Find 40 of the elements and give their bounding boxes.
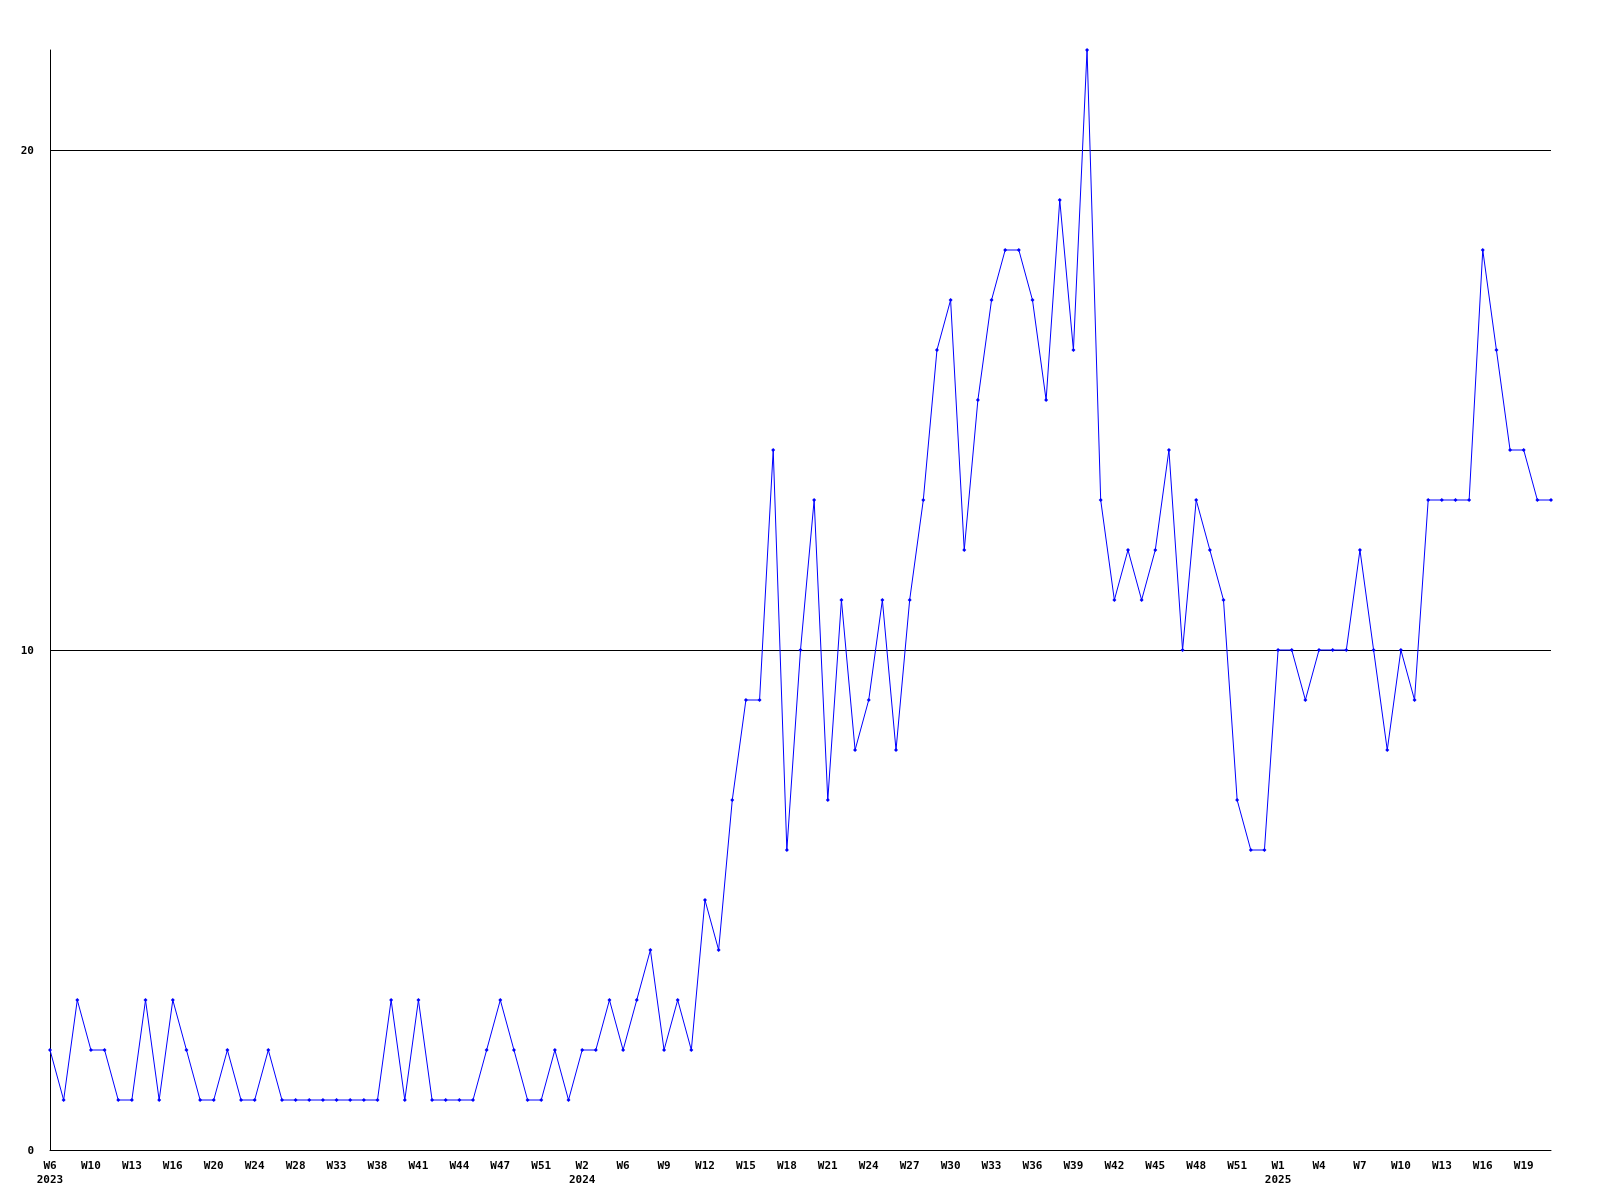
y-tick-label: 10 — [20, 643, 34, 657]
x-tick-label: W36 — [1022, 1158, 1043, 1172]
x-tick-label: W33 — [326, 1158, 347, 1172]
x-tick-label: W13 — [121, 1158, 142, 1172]
x-tick-label: W44 — [449, 1158, 470, 1172]
x-tick-label: W10 — [81, 1158, 101, 1172]
x-tick-label: W51 — [1227, 1158, 1248, 1172]
x-tick-label: W45 — [1145, 1158, 1166, 1172]
x-tick-label: W1 2025 — [1264, 1158, 1292, 1186]
x-tick-label: W12 — [695, 1158, 715, 1172]
x-tick-label: W19 — [1513, 1158, 1534, 1172]
x-tick-label: W33 — [981, 1158, 1002, 1172]
x-tick-label: W16 — [162, 1158, 184, 1172]
x-tick-label: W28 — [285, 1158, 306, 1172]
x-tick-label: W4 — [1312, 1158, 1327, 1172]
x-tick-label: W6 — [616, 1158, 631, 1172]
y-tick-label: 20 — [20, 143, 34, 157]
x-tick-label: W51 — [531, 1158, 552, 1172]
x-tick-label: W15 — [735, 1158, 756, 1172]
y-tick-label: 0 — [27, 1143, 34, 1157]
x-tick-label: W27 — [899, 1158, 920, 1172]
x-tick-label: W7 — [1353, 1158, 1367, 1172]
x-tick-label: W21 — [817, 1158, 839, 1172]
x-tick-label: W9 — [657, 1158, 671, 1172]
x-tick-label: W30 — [940, 1158, 961, 1172]
x-tick-label: W20 — [203, 1158, 224, 1172]
x-tick-label: W48 — [1186, 1158, 1207, 1172]
x-tick-label: W13 — [1431, 1158, 1452, 1172]
x-tick-label: W24 — [858, 1158, 880, 1172]
x-tick-label: W6 2023 — [36, 1158, 64, 1186]
x-tick-label: W2 2024 — [568, 1158, 596, 1186]
x-tick-label: W38 — [367, 1158, 388, 1172]
x-tick-label: W39 — [1063, 1158, 1084, 1172]
x-tick-label: W16 — [1472, 1158, 1494, 1172]
x-tick-label: W24 — [244, 1158, 265, 1172]
x-tick-label: W42 — [1104, 1158, 1125, 1172]
x-tick-label: W47 — [490, 1158, 511, 1172]
x-tick-label: W18 — [776, 1158, 797, 1172]
x-tick-label: W10 — [1390, 1158, 1411, 1172]
x-tick-label: W41 — [408, 1158, 429, 1172]
